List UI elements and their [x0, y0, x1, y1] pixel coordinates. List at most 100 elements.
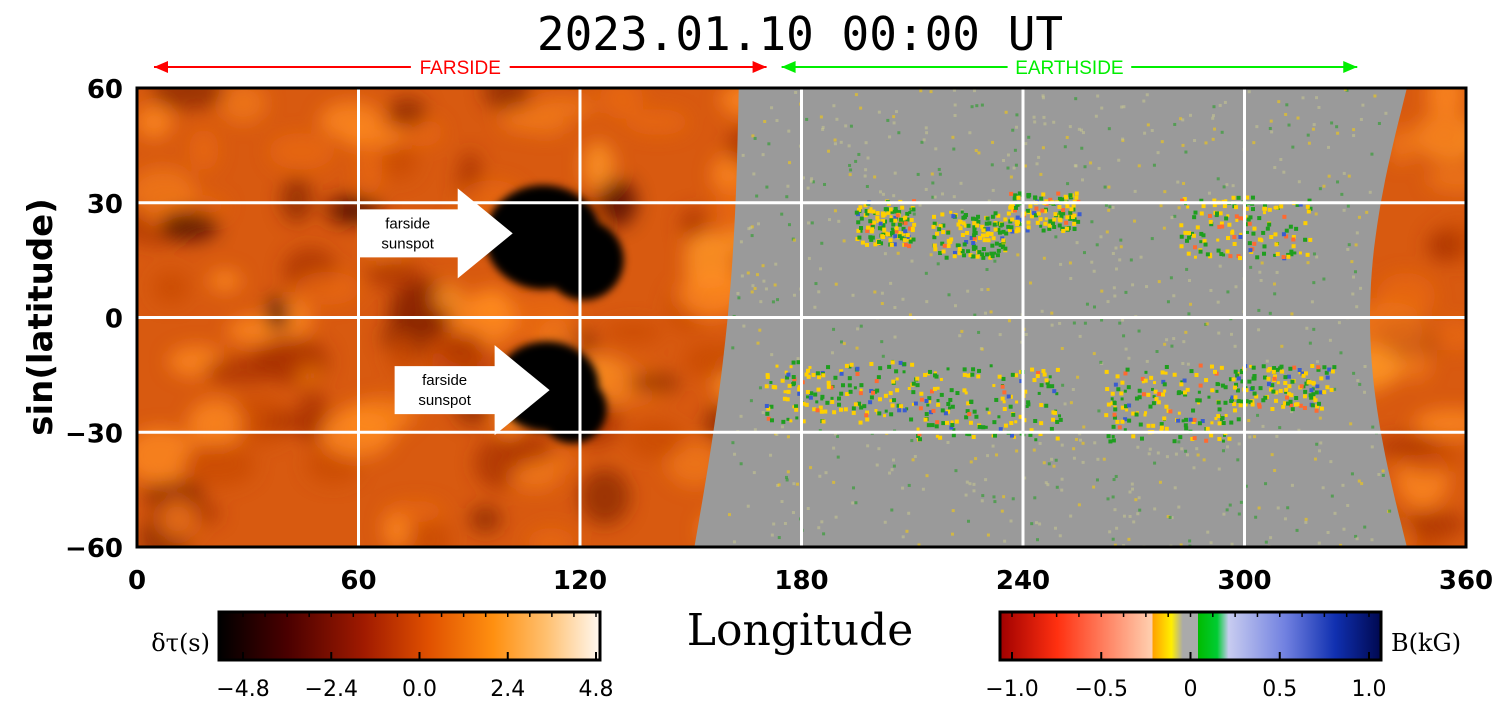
- y-tick-label: −60: [65, 534, 123, 564]
- active-region-pixel: [1193, 210, 1198, 215]
- field-pixel: [1342, 527, 1346, 531]
- texture-blob: [188, 128, 219, 171]
- field-pixel: [1381, 469, 1385, 473]
- field-pixel: [1009, 175, 1013, 179]
- active-region-pixel: [1010, 205, 1015, 210]
- field-pixel: [1055, 392, 1059, 396]
- field-pixel: [913, 454, 917, 458]
- active-region-pixel: [1318, 390, 1323, 395]
- x-tick-label: 60: [340, 566, 376, 596]
- active-region-pixel: [1238, 403, 1243, 408]
- active-region-pixel: [1001, 238, 1006, 243]
- field-pixel: [1128, 490, 1132, 494]
- active-region-pixel: [1250, 402, 1255, 407]
- field-pixel: [1176, 180, 1180, 184]
- field-pixel: [985, 407, 989, 411]
- field-pixel: [1168, 515, 1172, 519]
- field-pixel: [1165, 338, 1169, 342]
- active-region-pixel: [1050, 384, 1055, 389]
- magnetogram-colorbar-ticks: −1.0 −0.5 0 0.5 1.0: [985, 612, 1387, 702]
- colorbar-tick-label: 0.5: [1262, 677, 1297, 702]
- active-region-pixel: [980, 252, 985, 257]
- field-pixel: [1125, 408, 1129, 412]
- active-region-pixel: [967, 432, 972, 437]
- field-pixel: [1188, 279, 1192, 283]
- active-region-pixel: [905, 233, 910, 238]
- active-region-pixel: [1055, 436, 1060, 441]
- active-region-pixel: [1200, 419, 1205, 424]
- active-region-pixel: [808, 395, 813, 400]
- active-region-pixel: [889, 242, 894, 247]
- active-region-pixel: [1274, 205, 1279, 210]
- field-pixel: [1066, 182, 1070, 186]
- active-region-pixel: [1000, 222, 1005, 227]
- active-region-pixel: [1189, 369, 1194, 374]
- field-pixel: [784, 475, 788, 479]
- field-pixel: [1081, 131, 1085, 135]
- field-pixel: [979, 347, 983, 351]
- field-pixel: [1222, 433, 1226, 437]
- active-region-pixel: [1262, 244, 1267, 249]
- active-region-pixel: [1191, 233, 1196, 238]
- active-region-pixel: [1294, 226, 1299, 231]
- active-region-pixel: [1216, 248, 1221, 253]
- active-region-pixel: [1198, 383, 1203, 388]
- active-region-pixel: [1322, 365, 1327, 370]
- active-region-pixel: [1238, 234, 1243, 239]
- field-pixel: [1170, 516, 1174, 520]
- field-pixel: [857, 152, 861, 156]
- active-region-pixel: [859, 226, 864, 231]
- field-pixel: [1166, 300, 1170, 304]
- active-region-pixel: [1162, 382, 1167, 387]
- texture-blob: [219, 88, 267, 124]
- active-region-pixel: [1137, 395, 1142, 400]
- active-region-pixel: [1269, 235, 1274, 240]
- field-pixel: [1247, 419, 1251, 423]
- field-pixel: [877, 110, 881, 114]
- field-pixel: [1002, 400, 1006, 404]
- active-region-pixel: [1061, 211, 1066, 216]
- field-pixel: [1107, 208, 1111, 212]
- field-pixel: [952, 88, 956, 92]
- field-pixel: [1027, 135, 1031, 139]
- active-region-pixel: [1146, 392, 1151, 397]
- field-pixel: [1015, 400, 1019, 404]
- arrow-head-right: [1343, 61, 1358, 73]
- x-tick-label: 180: [774, 566, 828, 596]
- active-region-pixel: [1212, 198, 1217, 203]
- active-region-pixel: [962, 253, 967, 258]
- active-region-pixel: [882, 227, 887, 232]
- active-region-pixel: [1039, 403, 1044, 408]
- active-region-pixel: [1230, 395, 1235, 400]
- active-region-pixel: [1061, 228, 1066, 233]
- active-region-pixel: [1314, 408, 1319, 413]
- active-region-pixel: [839, 371, 844, 376]
- active-region-pixel: [1068, 213, 1073, 218]
- colorbar-tick-label: 0: [1184, 677, 1198, 702]
- active-region-pixel: [1294, 396, 1299, 401]
- field-pixel: [1337, 321, 1341, 325]
- field-pixel: [1156, 151, 1160, 155]
- field-pixel: [1127, 356, 1131, 360]
- active-region-pixel: [1138, 422, 1143, 427]
- field-pixel: [1111, 435, 1115, 439]
- field-pixel: [753, 136, 757, 140]
- field-pixel: [1181, 143, 1185, 147]
- active-region-pixel: [1131, 434, 1136, 439]
- active-region-pixel: [765, 411, 770, 416]
- field-pixel: [1060, 488, 1064, 492]
- field-pixel: [769, 453, 773, 457]
- field-pixel: [1211, 137, 1215, 141]
- active-region-pixel: [1220, 383, 1225, 388]
- field-pixel: [761, 153, 765, 157]
- texture-blob: [600, 88, 644, 119]
- active-region-pixel: [944, 420, 949, 425]
- field-pixel: [1291, 145, 1295, 149]
- field-pixel: [924, 126, 928, 130]
- active-region-pixel: [927, 396, 932, 401]
- texture-blob: [1423, 320, 1466, 351]
- active-region-pixel: [1006, 224, 1011, 229]
- field-pixel: [1127, 537, 1131, 541]
- active-region-pixel: [918, 437, 923, 442]
- field-pixel: [1244, 484, 1248, 488]
